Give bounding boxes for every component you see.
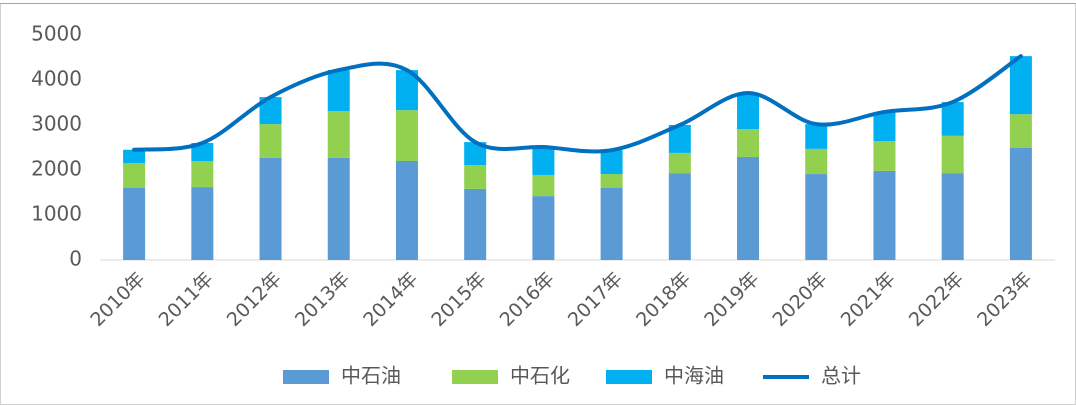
bar-segment — [600, 174, 623, 188]
legend-patch — [606, 370, 652, 384]
bar-segment — [805, 174, 828, 260]
x-tick-label: 2016年 — [496, 268, 559, 331]
bar-segment — [259, 124, 282, 158]
bar-segment — [668, 173, 691, 260]
bar-segment — [1009, 147, 1032, 260]
legend-label: 总计 — [821, 364, 861, 388]
y-tick-label: 5000 — [31, 22, 82, 46]
bar-segment — [532, 196, 555, 260]
bar-segment — [873, 111, 896, 142]
bar-segment — [464, 165, 487, 189]
y-tick-label: 3000 — [31, 112, 82, 136]
bar-segment — [600, 150, 623, 175]
x-tick-label: 2011年 — [155, 268, 218, 331]
bar-segment — [532, 174, 555, 197]
bar-segment — [941, 135, 964, 174]
bar-segment — [737, 129, 760, 157]
bar-segment — [259, 97, 282, 125]
bar-segment — [737, 93, 760, 130]
bar-segment — [191, 161, 214, 188]
y-tick-label: 4000 — [31, 67, 82, 91]
bar-segment — [327, 70, 350, 112]
bar-segment — [737, 156, 760, 260]
bar-segment — [395, 110, 418, 161]
bar-segment — [327, 111, 350, 158]
bar-segment — [1009, 114, 1032, 148]
y-tick-label: 0 — [69, 247, 82, 271]
bar-segment — [1009, 56, 1032, 115]
x-tick-label: 2022年 — [905, 268, 968, 331]
x-tick-label: 2017年 — [564, 268, 627, 331]
legend-patch — [452, 370, 498, 384]
bar-segment — [873, 141, 896, 171]
bar-segment — [668, 152, 691, 174]
legend-label: 中海油 — [664, 364, 724, 388]
bar-segment — [259, 157, 282, 260]
bar-segment — [123, 188, 146, 260]
legend-label: 中石油 — [341, 364, 401, 388]
x-tick-label: 2015年 — [427, 268, 490, 331]
bar-segment — [191, 187, 214, 260]
bar-segment — [873, 170, 896, 260]
x-tick-label: 2012年 — [223, 268, 286, 331]
legend-label: 中石化 — [510, 364, 570, 388]
x-tick-label: 2020年 — [768, 268, 831, 331]
bar-segment — [600, 188, 623, 260]
bar-segment — [123, 149, 146, 164]
x-tick-label: 2021年 — [837, 268, 900, 331]
bar-segment — [464, 188, 487, 260]
legend-patch — [283, 370, 329, 384]
x-tick-label: 2013年 — [291, 268, 354, 331]
bar-segment — [805, 148, 828, 175]
bar-segment — [464, 142, 487, 166]
y-tick-label: 2000 — [31, 157, 82, 181]
bar-segment — [395, 70, 418, 111]
bar-segment — [532, 147, 555, 175]
bar-segment — [123, 163, 146, 188]
x-tick-label: 2023年 — [973, 268, 1036, 331]
y-tick-label: 1000 — [31, 202, 82, 226]
bar-segment — [327, 157, 350, 260]
x-tick-label: 2019年 — [700, 268, 763, 331]
bar-segment — [805, 124, 828, 149]
x-tick-label: 2014年 — [359, 268, 422, 331]
x-tick-label: 2010年 — [86, 268, 149, 331]
bar-segment — [668, 125, 691, 153]
bar-segment — [191, 143, 214, 161]
bar-segment — [395, 161, 418, 260]
bar-segment — [941, 102, 964, 136]
total-line — [132, 54, 1023, 154]
bar-segment — [941, 173, 964, 260]
x-tick-label: 2018年 — [632, 268, 695, 331]
